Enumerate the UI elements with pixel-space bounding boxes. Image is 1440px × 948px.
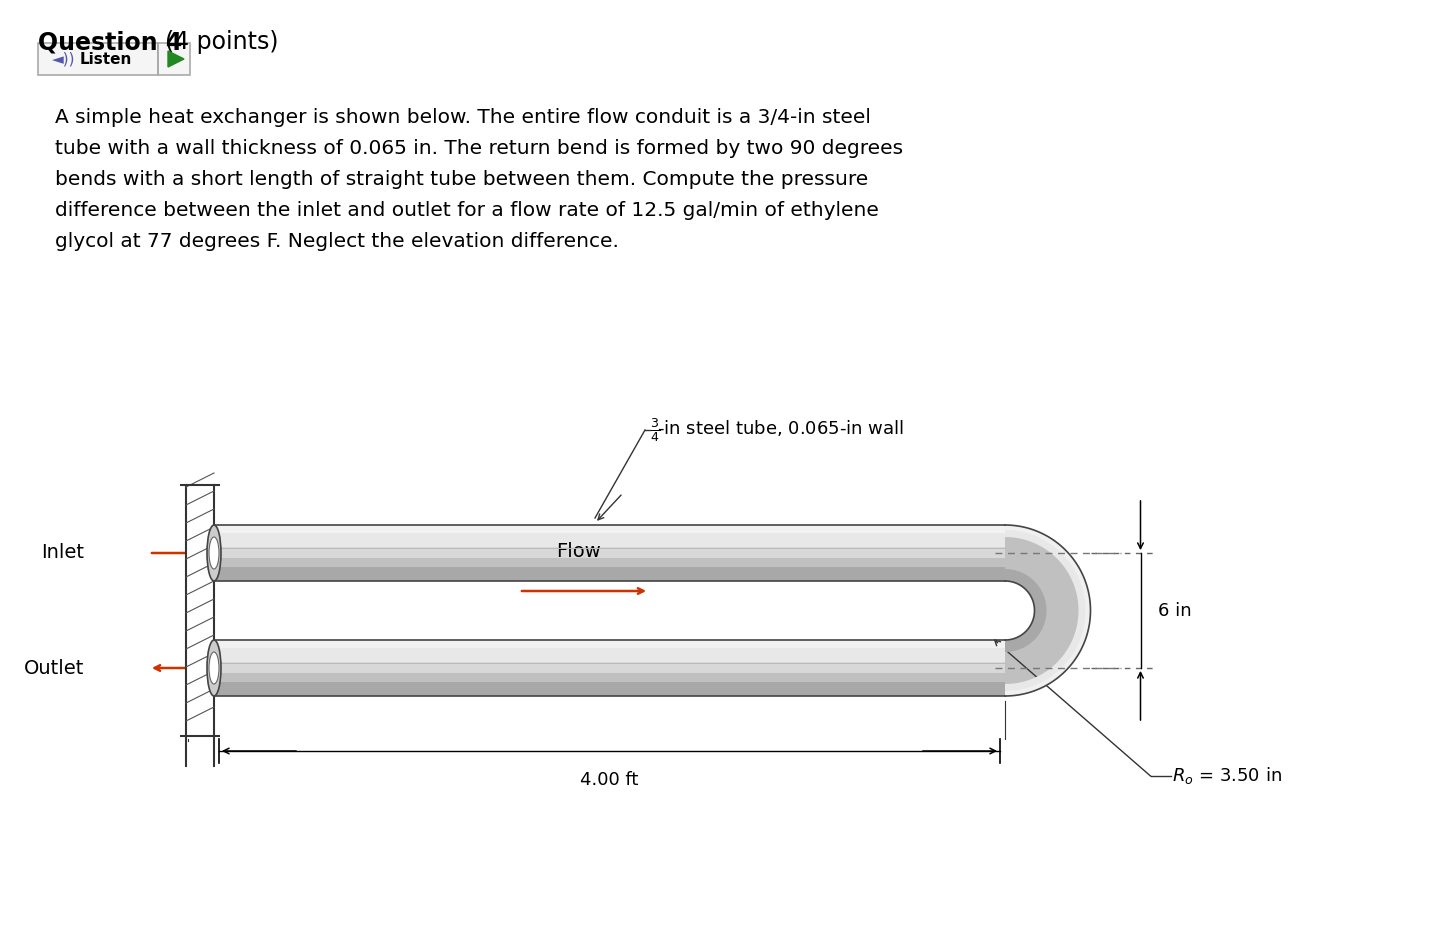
Polygon shape [1005,525,1034,696]
Text: Outlet: Outlet [23,659,84,678]
Text: Inlet: Inlet [40,543,84,562]
Polygon shape [1005,569,1047,652]
Bar [215,525,1005,534]
Text: bends with a short length of straight tube between them. Compute the pressure: bends with a short length of straight tu… [55,170,868,189]
FancyBboxPatch shape [158,43,190,75]
Bar [215,640,1005,662]
Polygon shape [168,51,184,67]
Text: 6 in: 6 in [1159,601,1192,619]
Bar [215,525,1005,581]
Bar [215,640,1005,696]
Ellipse shape [209,537,219,569]
Polygon shape [1005,525,1090,696]
Bar [215,640,1005,648]
Text: Listen: Listen [81,51,132,66]
Polygon shape [1005,525,1090,696]
Text: $R_o$ = 3.50 in: $R_o$ = 3.50 in [1172,765,1283,787]
Text: Question 4: Question 4 [37,30,183,54]
Bar [186,485,215,736]
FancyBboxPatch shape [37,43,158,75]
Text: ◄)): ◄)) [52,51,75,66]
Text: glycol at 77 degrees F. Neglect the elevation difference.: glycol at 77 degrees F. Neglect the elev… [55,232,619,251]
Ellipse shape [207,640,220,696]
Text: 4.00 ft: 4.00 ft [580,771,639,789]
Text: (4 points): (4 points) [166,30,278,54]
Bar [215,568,1005,581]
Bar [215,547,1005,557]
Text: $\frac{3}{4}$$\!$-in steel tube, 0.065-in wall: $\frac{3}{4}$$\!$-in steel tube, 0.065-i… [649,416,904,444]
Polygon shape [1005,525,1090,696]
Bar [215,662,1005,673]
Bar [215,683,1005,696]
Ellipse shape [209,652,219,684]
Bar [215,525,1005,547]
Text: A simple heat exchanger is shown below. The entire flow conduit is a 3/4-in stee: A simple heat exchanger is shown below. … [55,108,871,127]
Text: Flow: Flow [557,542,602,561]
Text: difference between the inlet and outlet for a flow rate of 12.5 gal/min of ethyl: difference between the inlet and outlet … [55,201,878,220]
Ellipse shape [207,525,220,581]
Text: tube with a wall thickness of 0.065 in. The return bend is formed by two 90 degr: tube with a wall thickness of 0.065 in. … [55,139,903,158]
